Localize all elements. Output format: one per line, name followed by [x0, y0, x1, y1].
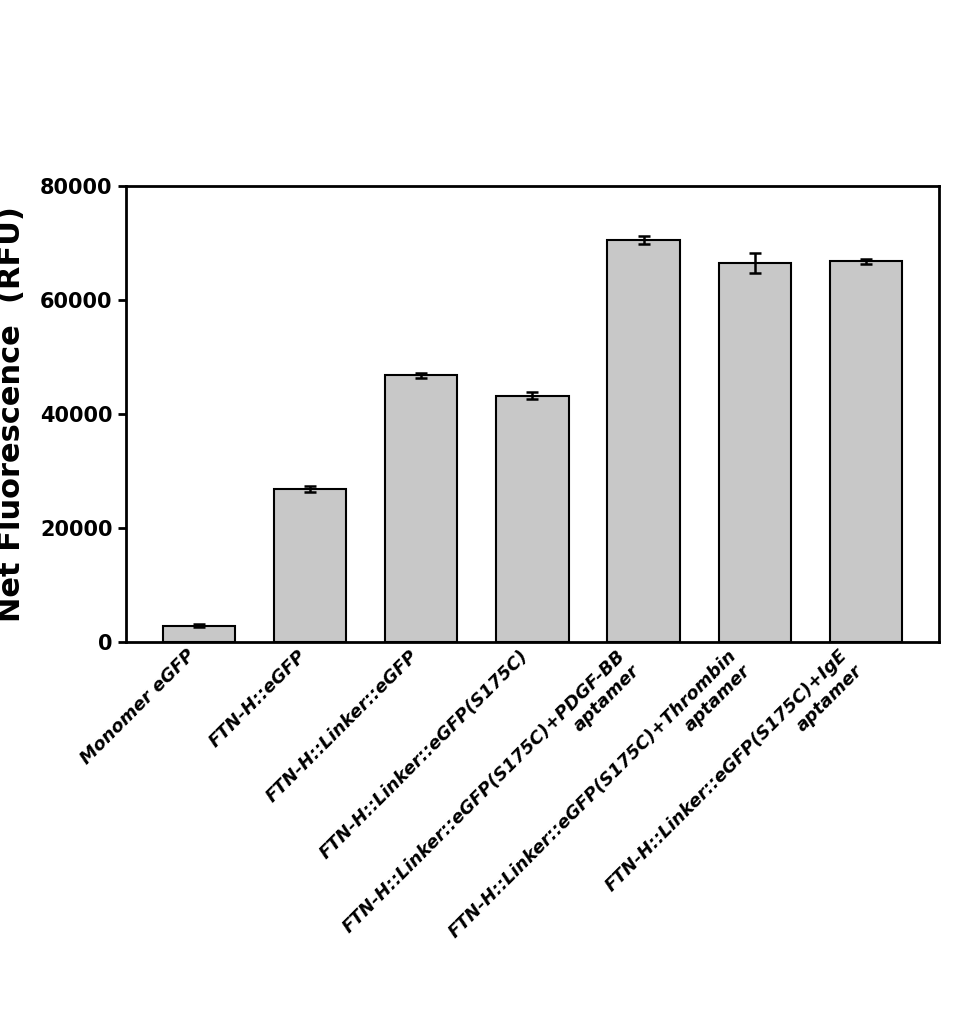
Bar: [718, 263, 791, 642]
Bar: [497, 395, 568, 642]
Bar: [830, 262, 902, 642]
Bar: [608, 240, 680, 642]
Bar: [385, 376, 457, 642]
Y-axis label: Net Fluorescence  (RFU): Net Fluorescence (RFU): [0, 206, 26, 622]
Bar: [274, 490, 347, 642]
Bar: [163, 626, 235, 642]
